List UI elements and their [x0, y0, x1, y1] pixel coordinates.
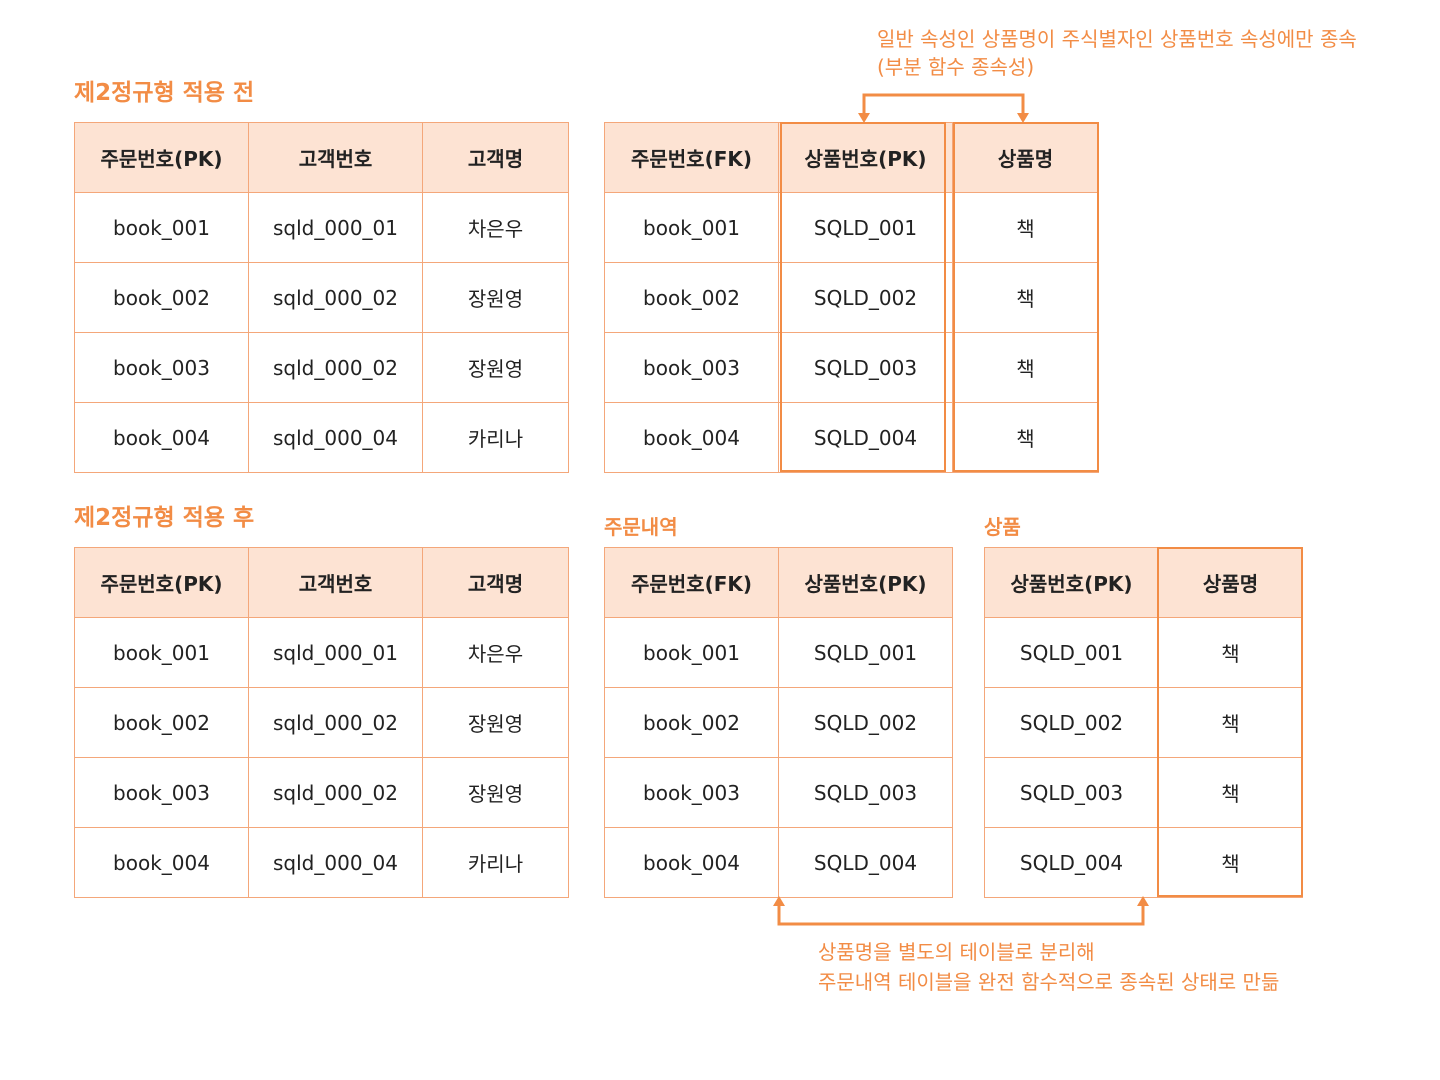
header-cell: 고객명: [422, 122, 569, 193]
table-row: book_001 sqld_000_01 차은우: [74, 192, 569, 263]
arrow-head-icon: [858, 113, 870, 123]
table-header-row: 주문번호(PK) 고객번호 고객명: [74, 122, 569, 193]
table-cell: 카리나: [422, 827, 569, 898]
table-cell: 차은우: [422, 617, 569, 688]
order-detail-label: 주문내역: [604, 515, 678, 539]
header-cell: 상품명: [952, 122, 1099, 193]
header-cell: 주문번호(FK): [604, 122, 779, 193]
table-row: book_001 SQLD_001 책: [604, 192, 1099, 263]
table-cell: 책: [1158, 617, 1303, 688]
table-cell: 책: [952, 402, 1099, 473]
table-cell: 책: [1158, 687, 1303, 758]
table-cell: book_002: [74, 687, 249, 758]
table-row: SQLD_001 책: [984, 617, 1303, 688]
table-cell: 책: [952, 192, 1099, 263]
header-cell: 상품번호(PK): [778, 547, 953, 618]
table-row: book_004 sqld_000_04 카리나: [74, 402, 569, 473]
table-cell: 차은우: [422, 192, 569, 263]
table-cell: sqld_000_01: [248, 192, 423, 263]
header-cell: 주문번호(PK): [74, 547, 249, 618]
table-header-row: 주문번호(PK) 고객번호 고객명: [74, 547, 569, 618]
table-cell: book_001: [604, 617, 779, 688]
table-cell: SQLD_004: [984, 827, 1159, 898]
table-row: book_002 SQLD_002: [604, 687, 953, 758]
table-cell: sqld_000_02: [248, 262, 423, 333]
table-row: SQLD_003 책: [984, 757, 1303, 828]
table-cell: SQLD_001: [778, 192, 953, 263]
normalization-note-line2: 주문내역 테이블을 완전 함수적으로 종속된 상태로 만듦: [818, 970, 1280, 994]
table-cell: sqld_000_04: [248, 402, 423, 473]
table-row: book_004 SQLD_004 책: [604, 402, 1099, 473]
table-cell: book_004: [604, 402, 779, 473]
table-row: book_004 SQLD_004: [604, 827, 953, 898]
partial-dependency-note-line2: (부분 함수 종속성): [877, 55, 1035, 79]
table-cell: book_001: [74, 617, 249, 688]
table-cell: book_001: [74, 192, 249, 263]
table-cell: sqld_000_01: [248, 617, 423, 688]
table-row: book_003 sqld_000_02 장원영: [74, 757, 569, 828]
after-title: 제2정규형 적용 후: [74, 505, 255, 531]
table-cell: SQLD_002: [778, 687, 953, 758]
before-order-table: 주문번호(PK) 고객번호 고객명 book_001 sqld_000_01 차…: [74, 122, 569, 473]
table-row: book_003 sqld_000_02 장원영: [74, 332, 569, 403]
table-cell: book_001: [604, 192, 779, 263]
partial-dependency-note-line1: 일반 속성인 상품명이 주식별자인 상품번호 속성에만 종속: [877, 27, 1357, 51]
table-row: SQLD_004 책: [984, 827, 1303, 898]
table-row: book_003 SQLD_003 책: [604, 332, 1099, 403]
table-cell: 장원영: [422, 687, 569, 758]
table-row: book_002 sqld_000_02 장원영: [74, 687, 569, 758]
table-cell: SQLD_003: [778, 332, 953, 403]
table-cell: SQLD_003: [984, 757, 1159, 828]
table-cell: sqld_000_02: [248, 687, 423, 758]
table-header-row: 주문번호(FK) 상품번호(PK): [604, 547, 953, 618]
table-cell: sqld_000_04: [248, 827, 423, 898]
table-cell: book_004: [74, 827, 249, 898]
header-cell: 상품명: [1158, 547, 1303, 618]
table-header-row: 상품번호(PK) 상품명: [984, 547, 1303, 618]
table-cell: book_003: [74, 332, 249, 403]
after-order-table: 주문번호(PK) 고객번호 고객명 book_001 sqld_000_01 차…: [74, 547, 569, 898]
separation-connector: [777, 905, 1145, 926]
header-cell: 고객번호: [248, 547, 423, 618]
arrow-head-icon: [1017, 113, 1029, 123]
table-cell: SQLD_001: [984, 617, 1159, 688]
table-cell: SQLD_002: [778, 262, 953, 333]
table-cell: book_002: [604, 262, 779, 333]
arrow-head-icon: [773, 896, 785, 906]
before-product-table: 주문번호(FK) 상품번호(PK) 상품명 book_001 SQLD_001 …: [604, 122, 1099, 473]
table-cell: sqld_000_02: [248, 332, 423, 403]
table-cell: 책: [952, 332, 1099, 403]
table-cell: 책: [1158, 827, 1303, 898]
dependency-connector: [862, 93, 1025, 114]
table-row: SQLD_002 책: [984, 687, 1303, 758]
table-cell: book_003: [604, 332, 779, 403]
table-cell: 장원영: [422, 262, 569, 333]
header-cell: 상품번호(PK): [984, 547, 1159, 618]
arrow-head-icon: [1137, 896, 1149, 906]
before-title: 제2정규형 적용 전: [74, 80, 255, 106]
table-cell: sqld_000_02: [248, 757, 423, 828]
product-table: 상품번호(PK) 상품명 SQLD_001 책 SQLD_002 책 SQLD_…: [984, 547, 1303, 898]
header-cell: 주문번호(FK): [604, 547, 779, 618]
product-label: 상품: [984, 515, 1021, 539]
table-cell: 카리나: [422, 402, 569, 473]
table-cell: SQLD_001: [778, 617, 953, 688]
table-cell: 장원영: [422, 332, 569, 403]
table-cell: SQLD_004: [778, 402, 953, 473]
table-cell: SQLD_004: [778, 827, 953, 898]
table-cell: book_004: [604, 827, 779, 898]
table-cell: 책: [1158, 757, 1303, 828]
table-row: book_002 sqld_000_02 장원영: [74, 262, 569, 333]
table-cell: book_003: [74, 757, 249, 828]
table-cell: book_004: [74, 402, 249, 473]
table-cell: SQLD_002: [984, 687, 1159, 758]
table-cell: 책: [952, 262, 1099, 333]
table-row: book_001 SQLD_001: [604, 617, 953, 688]
table-row: book_001 sqld_000_01 차은우: [74, 617, 569, 688]
normalization-note-line1: 상품명을 별도의 테이블로 분리해: [818, 940, 1095, 964]
order-detail-table: 주문번호(FK) 상품번호(PK) book_001 SQLD_001 book…: [604, 547, 953, 898]
table-row: book_002 SQLD_002 책: [604, 262, 1099, 333]
table-row: book_004 sqld_000_04 카리나: [74, 827, 569, 898]
